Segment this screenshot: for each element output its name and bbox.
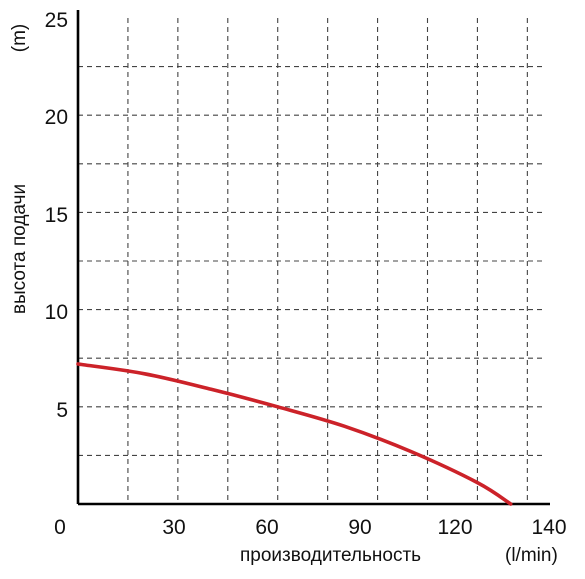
- chart-ticks: 25 20 15 10 5 0 30 60 90 120 140: [45, 9, 567, 539]
- data-point: [510, 504, 511, 505]
- data-point: [277, 406, 278, 407]
- data-point: [344, 426, 345, 427]
- x-axis-title: производительность: [240, 545, 421, 566]
- x-tick-label: 60: [255, 516, 278, 539]
- chart-grid: [78, 18, 544, 504]
- data-point: [78, 364, 79, 365]
- data-point: [211, 389, 212, 390]
- x-tick-label: 120: [437, 516, 472, 539]
- x-axis-unit: (l/min): [505, 545, 558, 566]
- y-tick-label: 10: [45, 301, 68, 324]
- x-tick-label: 90: [348, 516, 371, 539]
- chart-axes: [76, 10, 550, 506]
- y-tick-label: 15: [45, 204, 68, 227]
- y-tick-label: 25: [45, 9, 68, 32]
- series-line: [76, 362, 513, 506]
- data-point: [477, 482, 478, 483]
- x-tick-label: 30: [162, 516, 185, 539]
- chart-series: [76, 362, 513, 506]
- y-tick-label: 20: [45, 106, 68, 129]
- origin-label: 0: [54, 516, 66, 539]
- x-tick-label: 140: [531, 516, 566, 539]
- y-axis-title: высота подачи: [9, 184, 30, 314]
- data-point: [410, 451, 411, 452]
- y-tick-label: 5: [56, 399, 68, 422]
- data-point: [144, 373, 145, 374]
- y-axis-unit: (m): [9, 24, 30, 52]
